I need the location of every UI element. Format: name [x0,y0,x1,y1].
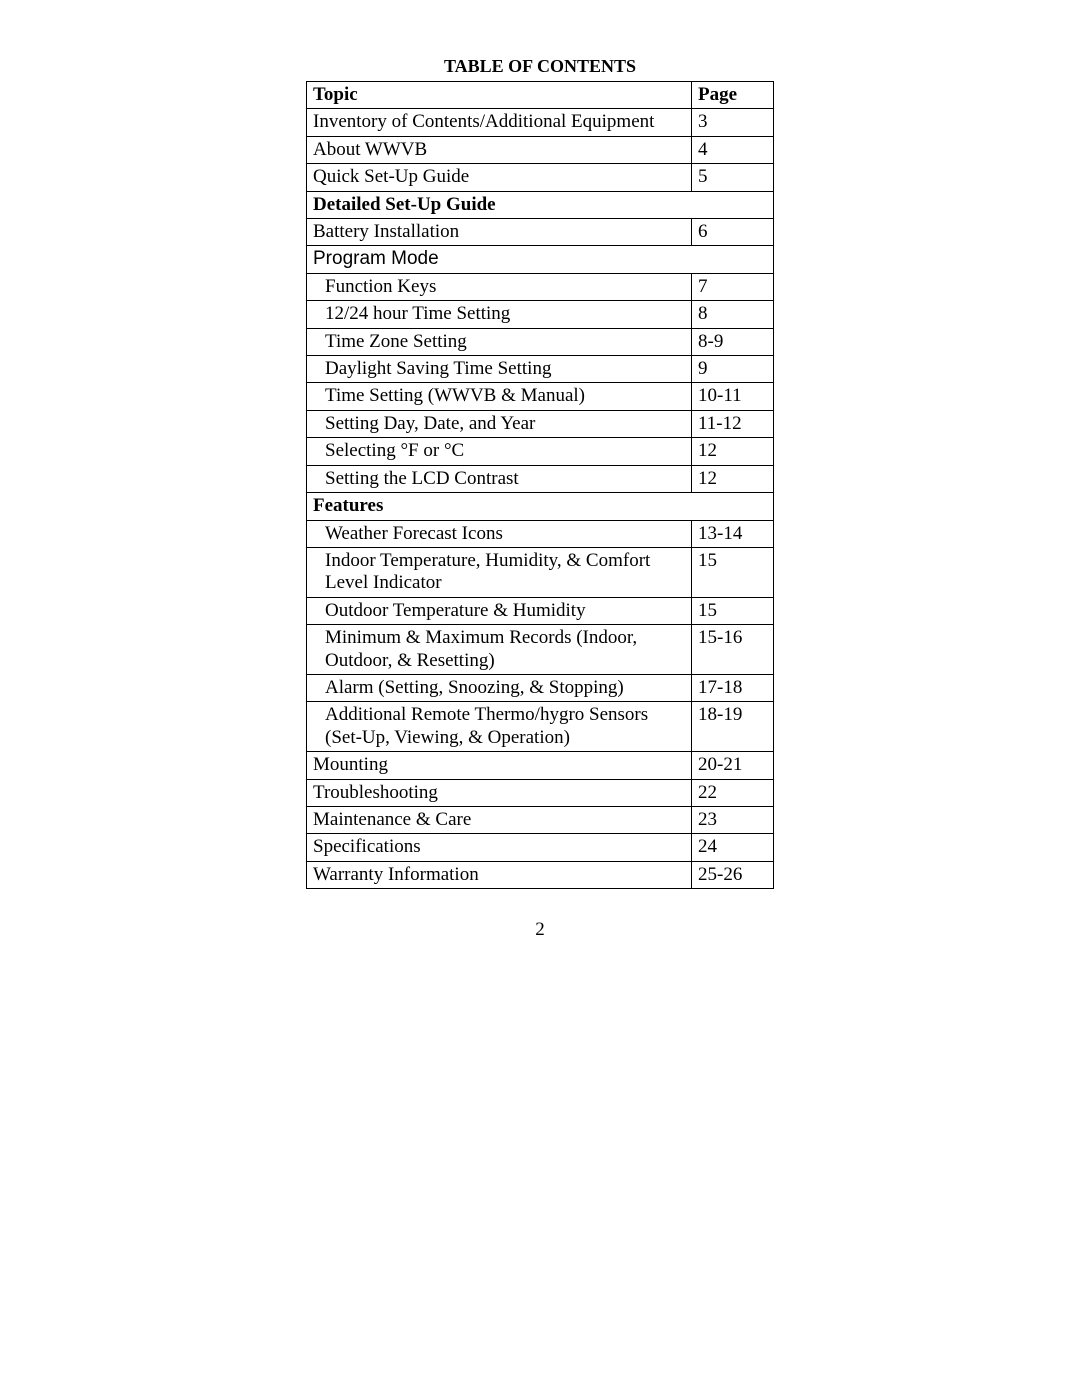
table-row: Function Keys 7 [307,273,774,300]
page-cell: 12 [692,465,774,492]
table-row: Indoor Temperature, Humidity, & Comfort … [307,547,774,597]
toc-table-body: Topic Page Inventory of Contents/Additio… [307,82,774,889]
topic-cell: Minimum & Maximum Records (Indoor, Outdo… [307,625,692,675]
page-cell: 5 [692,164,774,191]
section-subheader: Program Mode [307,246,774,273]
topic-cell: Warranty Information [307,861,692,888]
topic-cell: Troubleshooting [307,779,692,806]
page-cell: 8-9 [692,328,774,355]
page-cell: 11-12 [692,410,774,437]
table-row: Minimum & Maximum Records (Indoor, Outdo… [307,625,774,675]
table-row: 12/24 hour Time Setting 8 [307,301,774,328]
topic-cell: Daylight Saving Time Setting [307,356,692,383]
table-row: Specifications 24 [307,834,774,861]
page-cell: 24 [692,834,774,861]
table-row: Weather Forecast Icons 13-14 [307,520,774,547]
table-row: About WWVB 4 [307,136,774,163]
section-header: Features [307,493,774,520]
page-cell: 13-14 [692,520,774,547]
page-cell: 15-16 [692,625,774,675]
document-page: TABLE OF CONTENTS Topic Page Inventory o… [0,0,1080,941]
header-topic: Topic [307,82,692,109]
table-row: Warranty Information 25-26 [307,861,774,888]
section-subheader-row: Program Mode [307,246,774,273]
topic-cell: 12/24 hour Time Setting [307,301,692,328]
topic-cell: Battery Installation [307,219,692,246]
table-row: Time Setting (WWVB & Manual) 10-11 [307,383,774,410]
topic-cell: Selecting °F or °C [307,438,692,465]
topic-cell: Inventory of Contents/Additional Equipme… [307,109,692,136]
table-row: Troubleshooting 22 [307,779,774,806]
page-cell: 6 [692,219,774,246]
topic-cell: Maintenance & Care [307,806,692,833]
topic-cell: Outdoor Temperature & Humidity [307,597,692,624]
topic-cell: Setting the LCD Contrast [307,465,692,492]
page-cell: 7 [692,273,774,300]
section-header-row: Detailed Set-Up Guide [307,191,774,218]
topic-cell: Alarm (Setting, Snoozing, & Stopping) [307,674,692,701]
topic-cell: Specifications [307,834,692,861]
section-header: Detailed Set-Up Guide [307,191,774,218]
page-cell: 22 [692,779,774,806]
section-header-row: Features [307,493,774,520]
topic-cell: Setting Day, Date, and Year [307,410,692,437]
topic-cell: Mounting [307,752,692,779]
page-cell: 15 [692,547,774,597]
table-row: Additional Remote Thermo/hygro Sensors (… [307,702,774,752]
table-row: Alarm (Setting, Snoozing, & Stopping) 17… [307,674,774,701]
table-row: Maintenance & Care 23 [307,806,774,833]
page-cell: 17-18 [692,674,774,701]
table-row: Battery Installation 6 [307,219,774,246]
page-cell: 15 [692,597,774,624]
table-row: Daylight Saving Time Setting 9 [307,356,774,383]
table-row: Time Zone Setting 8-9 [307,328,774,355]
table-row: Outdoor Temperature & Humidity 15 [307,597,774,624]
page-cell: 20-21 [692,752,774,779]
table-title: TABLE OF CONTENTS [0,56,1080,77]
topic-cell: Additional Remote Thermo/hygro Sensors (… [307,702,692,752]
topic-cell: Function Keys [307,273,692,300]
topic-cell: Quick Set-Up Guide [307,164,692,191]
page-cell: 23 [692,806,774,833]
header-page: Page [692,82,774,109]
page-cell: 18-19 [692,702,774,752]
page-cell: 12 [692,438,774,465]
header-row: Topic Page [307,82,774,109]
table-row: Inventory of Contents/Additional Equipme… [307,109,774,136]
table-row: Selecting °F or °C 12 [307,438,774,465]
page-cell: 4 [692,136,774,163]
toc-table: Topic Page Inventory of Contents/Additio… [306,81,774,889]
topic-cell: Indoor Temperature, Humidity, & Comfort … [307,547,692,597]
page-cell: 3 [692,109,774,136]
page-cell: 9 [692,356,774,383]
page-number: 2 [0,919,1080,941]
topic-cell: About WWVB [307,136,692,163]
page-cell: 25-26 [692,861,774,888]
table-row: Setting Day, Date, and Year 11-12 [307,410,774,437]
topic-cell: Time Zone Setting [307,328,692,355]
table-row: Setting the LCD Contrast 12 [307,465,774,492]
page-cell: 10-11 [692,383,774,410]
page-cell: 8 [692,301,774,328]
topic-cell: Time Setting (WWVB & Manual) [307,383,692,410]
topic-cell: Weather Forecast Icons [307,520,692,547]
table-row: Mounting 20-21 [307,752,774,779]
table-row: Quick Set-Up Guide 5 [307,164,774,191]
